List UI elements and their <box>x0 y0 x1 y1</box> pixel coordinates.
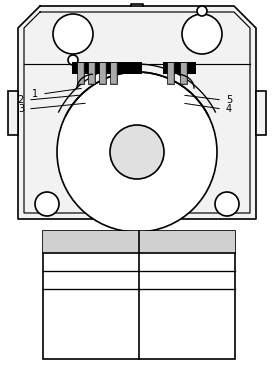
Circle shape <box>35 192 59 216</box>
Bar <box>168 63 173 83</box>
Bar <box>181 63 186 83</box>
Bar <box>110 62 117 84</box>
Text: 1 to 3: 1 to 3 <box>77 275 105 285</box>
Text: 4: 4 <box>226 104 232 114</box>
Text: 5: 5 <box>226 95 232 105</box>
Bar <box>180 62 187 84</box>
Bar <box>167 62 174 84</box>
Bar <box>89 63 94 83</box>
Text: RESISTANCE: RESISTANCE <box>153 237 221 247</box>
Bar <box>43 231 235 253</box>
Circle shape <box>57 72 217 232</box>
Bar <box>99 62 106 84</box>
Bar <box>256 91 266 135</box>
Circle shape <box>215 192 239 216</box>
Text: 3: 3 <box>18 104 24 114</box>
Circle shape <box>53 14 93 54</box>
Bar <box>163 62 196 74</box>
Bar <box>8 91 18 135</box>
Text: 1220Ω ± 50: 1220Ω ± 50 <box>158 293 216 303</box>
Circle shape <box>197 6 207 16</box>
Text: TERMINALS: TERMINALS <box>60 237 123 247</box>
Circle shape <box>110 125 164 179</box>
Text: 4 to 5: 4 to 5 <box>77 293 105 303</box>
Text: 1365Ω ± 25: 1365Ω ± 25 <box>158 257 216 267</box>
Text: 560Ω ± 25: 560Ω ± 25 <box>161 275 213 285</box>
Circle shape <box>68 55 78 65</box>
Bar <box>100 63 105 83</box>
Bar <box>72 62 142 74</box>
Polygon shape <box>18 6 256 219</box>
Text: 2: 2 <box>18 95 24 105</box>
Bar <box>111 63 116 83</box>
Bar <box>88 62 95 84</box>
Circle shape <box>182 14 222 54</box>
Text: 1: 1 <box>32 89 38 99</box>
Bar <box>77 62 84 84</box>
Bar <box>78 63 83 83</box>
Bar <box>43 231 235 359</box>
Text: 1 to 2: 1 to 2 <box>77 257 105 267</box>
